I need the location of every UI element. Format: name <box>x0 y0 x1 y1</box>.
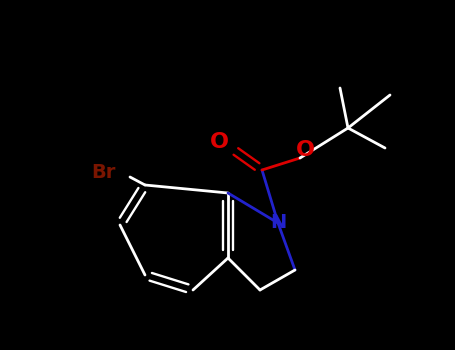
Text: O: O <box>209 132 228 152</box>
Text: Br: Br <box>91 163 115 182</box>
Text: O: O <box>295 140 314 160</box>
Text: N: N <box>270 214 286 232</box>
